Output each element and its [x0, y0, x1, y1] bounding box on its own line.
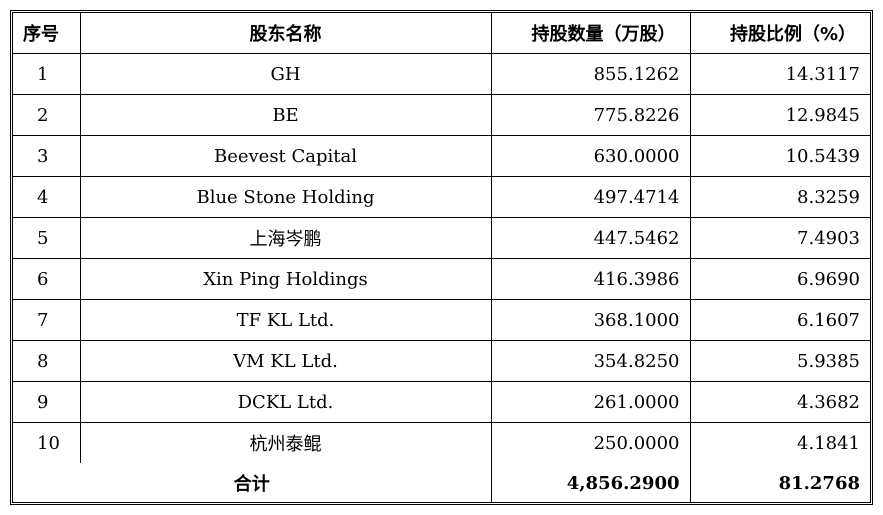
- total-pct: 81.2768: [689, 463, 870, 503]
- cell-name: Blue Stone Holding: [79, 176, 492, 218]
- table-row: 10 杭州泰鲲 250.0000 4.1841: [13, 422, 870, 463]
- table-row: 4 Blue Stone Holding 497.4714 8.3259: [13, 176, 870, 218]
- table-row: 1 GH 855.1262 14.3117: [13, 53, 870, 95]
- header-name: 股东名称: [79, 13, 492, 54]
- cell-no: 5: [13, 217, 81, 259]
- total-qty: 4,856.2900: [490, 463, 691, 503]
- cell-qty: 261.0000: [490, 381, 691, 423]
- header-pct: 持股比例（%）: [689, 13, 870, 54]
- header-row: 序号 股东名称 持股数量（万股） 持股比例（%）: [13, 13, 870, 54]
- cell-no: 4: [13, 176, 81, 218]
- cell-no: 8: [13, 340, 81, 382]
- table-row: 9 DCKL Ltd. 261.0000 4.3682: [13, 381, 870, 423]
- cell-qty: 775.8226: [490, 94, 691, 136]
- total-label: 合计: [13, 463, 492, 503]
- cell-pct: 7.4903: [689, 217, 870, 259]
- shareholder-table-frame: 序号 股东名称 持股数量（万股） 持股比例（%） 1 GH 855.1262 14.3…: [10, 10, 873, 505]
- table-row: 7 TF KL Ltd. 368.1000 6.1607: [13, 299, 870, 341]
- cell-pct: 6.9690: [689, 258, 870, 300]
- cell-qty: 354.8250: [490, 340, 691, 382]
- cell-pct: 10.5439: [689, 135, 870, 177]
- cell-name: 杭州泰鲲: [79, 422, 492, 463]
- cell-no: 10: [13, 422, 81, 463]
- cell-name: GH: [79, 53, 492, 95]
- cell-qty: 416.3986: [490, 258, 691, 300]
- shareholder-table: 序号 股东名称 持股数量（万股） 持股比例（%） 1 GH 855.1262 14.3…: [13, 13, 870, 503]
- table-row: 6 Xin Ping Holdings 416.3986 6.9690: [13, 258, 870, 300]
- cell-no: 9: [13, 381, 81, 423]
- cell-pct: 12.9845: [689, 94, 870, 136]
- cell-name: 上海岑鹏: [79, 217, 492, 259]
- cell-pct: 4.3682: [689, 381, 870, 423]
- cell-pct: 6.1607: [689, 299, 870, 341]
- cell-name: VM KL Ltd.: [79, 340, 492, 382]
- cell-qty: 447.5462: [490, 217, 691, 259]
- cell-name: DCKL Ltd.: [79, 381, 492, 423]
- header-no: 序号: [13, 13, 81, 54]
- total-row: 合计 4,856.2900 81.2768: [13, 463, 870, 503]
- cell-no: 3: [13, 135, 81, 177]
- table-row: 2 BE 775.8226 12.9845: [13, 94, 870, 136]
- cell-name: Beevest Capital: [79, 135, 492, 177]
- table-row: 3 Beevest Capital 630.0000 10.5439: [13, 135, 870, 177]
- cell-qty: 368.1000: [490, 299, 691, 341]
- cell-qty: 630.0000: [490, 135, 691, 177]
- cell-pct: 4.1841: [689, 422, 870, 463]
- cell-pct: 8.3259: [689, 176, 870, 218]
- cell-no: 7: [13, 299, 81, 341]
- cell-no: 6: [13, 258, 81, 300]
- cell-qty: 497.4714: [490, 176, 691, 218]
- cell-no: 2: [13, 94, 81, 136]
- cell-pct: 14.3117: [689, 53, 870, 95]
- cell-qty: 250.0000: [490, 422, 691, 463]
- cell-name: Xin Ping Holdings: [79, 258, 492, 300]
- cell-name: TF KL Ltd.: [79, 299, 492, 341]
- table-row: 5 上海岑鹏 447.5462 7.4903: [13, 217, 870, 259]
- cell-name: BE: [79, 94, 492, 136]
- cell-pct: 5.9385: [689, 340, 870, 382]
- header-qty: 持股数量（万股）: [490, 13, 691, 54]
- cell-qty: 855.1262: [490, 53, 691, 95]
- cell-no: 1: [13, 53, 81, 95]
- table-row: 8 VM KL Ltd. 354.8250 5.9385: [13, 340, 870, 382]
